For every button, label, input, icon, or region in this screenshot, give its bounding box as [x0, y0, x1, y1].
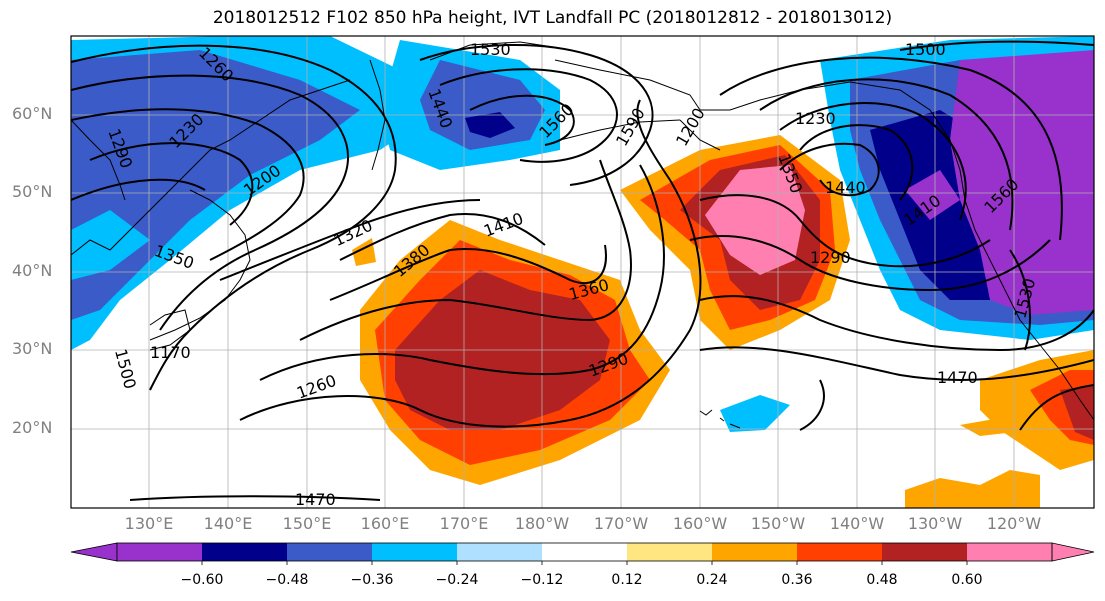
colorbar-tick-label: 0.36	[781, 572, 813, 588]
colorbar-tick-label: −0.60	[180, 572, 224, 588]
lon-label: 160°W	[672, 514, 728, 533]
colorbar-segment	[797, 543, 882, 561]
colorbar	[70, 542, 1095, 565]
figure-title: 2018012512 F102 850 hPa height, IVT Land…	[212, 8, 893, 28]
height-contours	[71, 40, 1094, 501]
lon-label: 170°E	[439, 514, 489, 533]
colorbar-segment	[372, 543, 457, 561]
contour-label: 1470	[937, 368, 978, 387]
colorbar-min-extend	[70, 542, 118, 562]
map-frame	[70, 35, 1095, 509]
colorbar-segment	[882, 543, 967, 561]
lat-label: 60°N	[12, 104, 53, 123]
colorbar-tick-label: −0.12	[520, 572, 564, 588]
colorbar-segment	[627, 543, 712, 561]
colorbar-tick-label: −0.24	[435, 572, 479, 588]
lon-label: 140°W	[829, 514, 885, 533]
contour-label: 1170	[150, 343, 191, 362]
lon-label: 180°W	[514, 514, 570, 533]
colorbar-segment	[287, 543, 372, 561]
lon-label: 120°W	[986, 514, 1042, 533]
lon-label: 150°W	[750, 514, 806, 533]
contour-label: 1470	[295, 490, 336, 509]
lon-label: 160°E	[360, 514, 410, 533]
lon-label: 140°E	[203, 514, 253, 533]
colorbar-tick-label: 0.48	[866, 572, 898, 588]
colorbar-segment	[712, 543, 797, 561]
colorbar-segment	[967, 543, 1052, 561]
lat-label: 30°N	[12, 339, 53, 358]
lon-label: 170°W	[593, 514, 649, 533]
contour-label: 1530	[470, 40, 511, 59]
colorbar-segment	[542, 543, 627, 561]
colorbar-tick-label: 0.24	[696, 572, 728, 588]
lat-label: 50°N	[12, 182, 53, 201]
contour-label: 1290	[810, 248, 851, 267]
colorbar-segment	[202, 543, 287, 561]
lon-label: 130°E	[124, 514, 174, 533]
lon-label: 130°W	[907, 514, 963, 533]
contour-label: 1440	[825, 178, 866, 197]
contour-label: 1500	[905, 40, 946, 59]
colorbar-tick-label: 0.12	[611, 572, 643, 588]
colorbar-tick-label: 0.60	[951, 572, 983, 588]
lat-label: 20°N	[12, 418, 53, 437]
colorbar-tick-label: −0.48	[265, 572, 309, 588]
contour-label: 1230	[795, 109, 836, 128]
colorbar-frame	[116, 542, 1053, 562]
colorbar-segment	[117, 543, 202, 561]
colorbar-max-extend	[1051, 542, 1095, 562]
colorbar-tick-label: −0.36	[350, 572, 394, 588]
colorbar-segment	[457, 543, 542, 561]
lon-label: 150°E	[282, 514, 332, 533]
lat-label: 40°N	[12, 261, 53, 280]
